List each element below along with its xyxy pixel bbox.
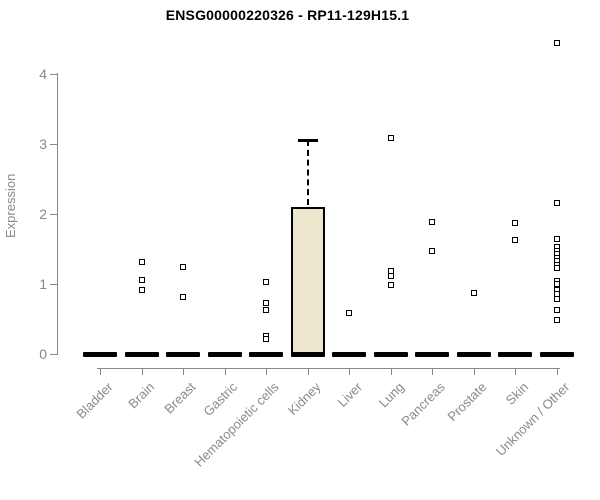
- upper-whisker: [306, 140, 309, 205]
- y-tick-mark: [50, 283, 57, 285]
- outlier-point: [263, 299, 269, 306]
- x-tick-mark: [349, 367, 350, 375]
- x-category-label: Lung: [375, 378, 407, 410]
- x-tick-mark: [307, 367, 309, 375]
- x-category-label: Brain: [125, 378, 158, 411]
- x-tick-mark: [390, 367, 392, 375]
- median-bar: [249, 351, 283, 357]
- x-category-label: Gastric: [200, 378, 241, 419]
- outlier-point: [470, 290, 477, 296]
- upper-whisker-cap: [297, 139, 318, 143]
- x-tick-mark: [266, 367, 267, 375]
- outlier-point: [387, 282, 394, 289]
- outlier-point: [180, 293, 186, 300]
- box: [290, 206, 325, 354]
- x-tick-mark: [473, 367, 475, 375]
- outlier-point: [553, 316, 560, 323]
- outlier-point: [138, 276, 145, 283]
- x-category-label: Skin: [502, 378, 531, 408]
- median-bar: [207, 351, 242, 357]
- x-tick-mark: [556, 367, 558, 375]
- x-tick-mark: [141, 367, 143, 375]
- outlier-point: [263, 335, 269, 342]
- median-bar: [332, 351, 366, 357]
- x-tick-mark: [432, 367, 433, 375]
- outlier-point: [180, 264, 186, 271]
- x-category-label: Prostate: [444, 378, 490, 424]
- outlier-point: [387, 273, 394, 280]
- outlier-point: [512, 236, 518, 243]
- median-bar: [166, 351, 200, 357]
- outlier-point: [553, 295, 560, 302]
- x-tick-mark: [100, 367, 101, 375]
- x-category-label: Breast: [161, 378, 199, 416]
- outlier-point: [387, 135, 394, 142]
- y-tick-label: 1: [39, 275, 47, 292]
- y-tick-mark: [50, 143, 57, 145]
- y-tick-mark: [50, 354, 57, 355]
- outlier-point: [553, 306, 560, 313]
- outlier-point: [346, 309, 352, 316]
- y-axis-title: Expression: [3, 173, 18, 238]
- outlier-point: [263, 278, 269, 285]
- y-tick-label: 2: [39, 205, 47, 222]
- x-tick-mark: [224, 367, 226, 375]
- outlier-point: [553, 236, 560, 243]
- x-category-label: Pancreas: [398, 378, 448, 429]
- median-bar: [498, 351, 532, 357]
- x-category-label: Bladder: [73, 378, 116, 422]
- x-tick-mark: [515, 367, 516, 375]
- outlier-point: [138, 259, 145, 266]
- y-tick-label: 4: [39, 65, 47, 82]
- chart-title: ENSG00000220326 - RP11-129H15.1: [165, 7, 410, 23]
- outlier-point: [512, 219, 518, 226]
- x-axis-line: [97, 367, 560, 369]
- median-bar: [83, 351, 117, 357]
- y-tick-label: 0: [39, 346, 47, 362]
- median-bar: [290, 351, 325, 357]
- y-axis-line: [57, 72, 58, 355]
- outlier-point: [263, 306, 269, 313]
- x-category-label: Liver: [334, 378, 365, 410]
- x-category-label: Unknown / Other: [492, 378, 573, 459]
- median-bar: [124, 351, 159, 357]
- y-tick-label: 3: [39, 135, 47, 152]
- x-category-label: Kidney: [284, 378, 324, 418]
- y-tick-mark: [50, 213, 57, 215]
- outlier-point: [429, 247, 435, 254]
- outlier-point: [138, 286, 145, 293]
- median-bar: [415, 351, 449, 357]
- outlier-point: [553, 264, 560, 271]
- outlier-point: [553, 200, 560, 207]
- outlier-point: [429, 219, 435, 226]
- outlier-point: [553, 39, 560, 46]
- y-tick-mark: [50, 73, 57, 75]
- outlier-point: [553, 280, 560, 287]
- median-bar: [456, 351, 491, 357]
- median-bar: [373, 351, 408, 357]
- x-tick-mark: [183, 367, 184, 375]
- x-category-label: Hematopoietic cells: [191, 378, 282, 470]
- median-bar: [539, 351, 574, 357]
